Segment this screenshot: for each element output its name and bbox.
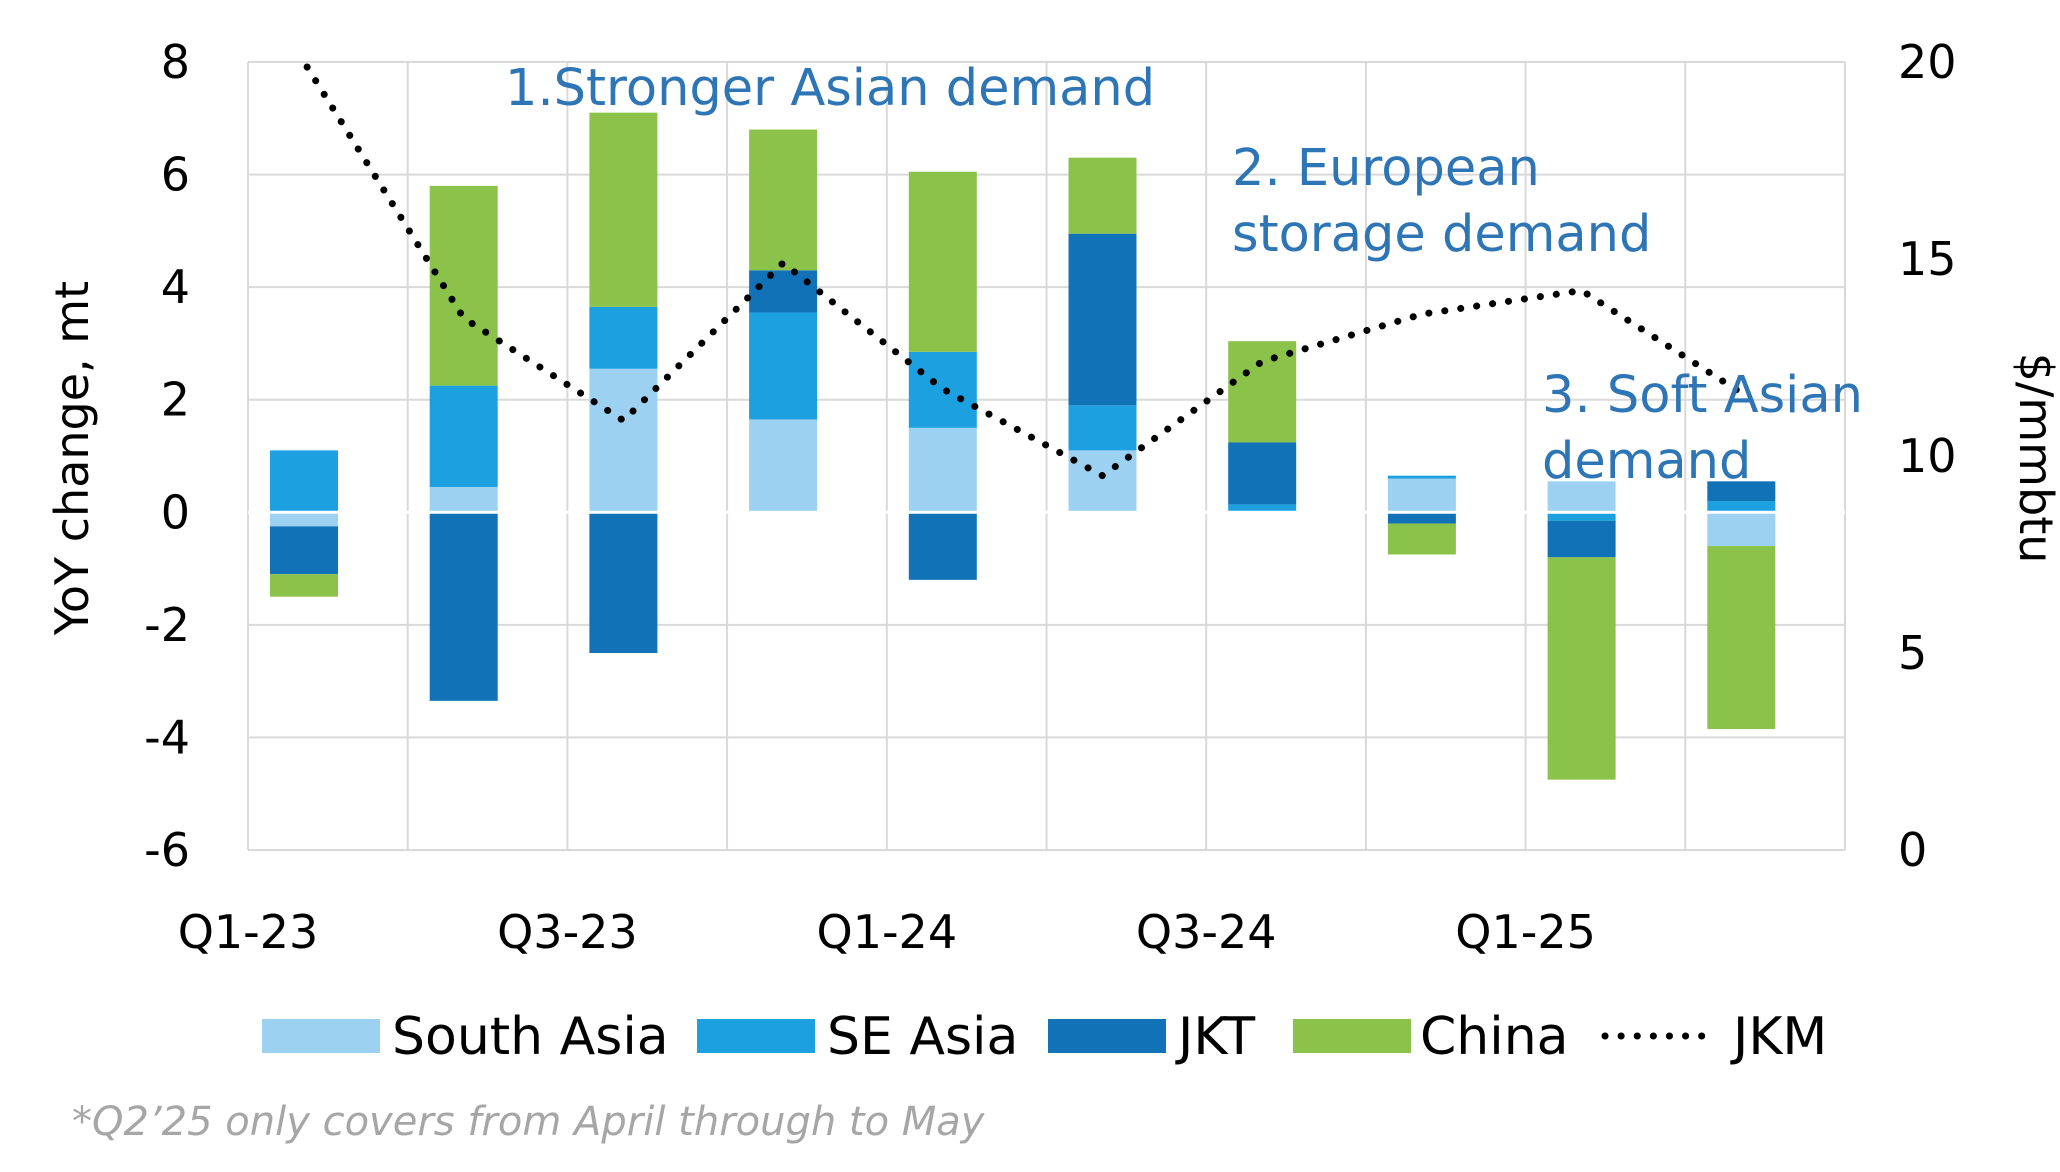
annotation-3-line-1: 3. Soft Asian — [1542, 366, 1863, 425]
bar-south-asia-5 — [1068, 450, 1137, 513]
bar-jkt-4 — [908, 512, 977, 580]
y-tick-label: 6 — [161, 148, 190, 202]
bar-se-asia-1 — [429, 385, 498, 487]
bar-jkt-9 — [1707, 481, 1776, 502]
bar-south-asia-3 — [749, 419, 818, 513]
y2-tick-label: 5 — [1898, 626, 1927, 680]
bar-china-7 — [1387, 523, 1456, 555]
bar-china-0 — [270, 574, 338, 597]
legend-label-se-asia: SE Asia — [827, 1007, 1018, 1067]
y2-tick-label: 15 — [1898, 232, 1957, 286]
bar-south-asia-1 — [429, 486, 498, 513]
bar-se-asia-0 — [270, 450, 338, 513]
y-tick-label: -2 — [144, 598, 190, 652]
bar-south-asia-2 — [589, 368, 658, 513]
legend-swatch-jkt — [1048, 1019, 1166, 1053]
bar-jkt-3 — [749, 270, 818, 313]
annotation-3-line-2: demand — [1542, 432, 1751, 491]
bar-se-asia-5 — [1068, 405, 1137, 451]
legend-label-jkt: JKT — [1175, 1007, 1255, 1067]
bar-china-8 — [1547, 557, 1616, 780]
legend: South Asia SE Asia JKT China JKM — [262, 1007, 1827, 1067]
x-tick-label: Q1-23 — [178, 905, 319, 959]
bar-jkt-0 — [270, 526, 338, 575]
bar-south-asia-4 — [908, 427, 977, 513]
legend-swatch-south-asia — [262, 1019, 380, 1053]
bar-se-asia-4 — [908, 351, 977, 428]
bar-se-asia-9 — [1707, 501, 1776, 513]
bar-se-asia-8 — [1547, 512, 1616, 521]
y-tick-label: 0 — [161, 485, 190, 539]
bar-china-9 — [1707, 546, 1776, 729]
bar-jkt-5 — [1068, 233, 1137, 406]
bar-china-4 — [908, 171, 977, 352]
y-axis-title: YoY change, mt — [45, 281, 99, 636]
bar-china-2 — [589, 112, 658, 307]
tick-labels: -6 -4 -2 0 2 4 6 8 0 5 10 15 20 Q1-23 Q3-23 Q1-24 Q3-24 Q… — [144, 35, 1956, 959]
bar-china-3 — [749, 129, 818, 271]
bar-south-asia-8 — [1547, 481, 1616, 513]
x-tick-label: Q3-23 — [497, 905, 638, 959]
y2-axis-title: $/mmbtu — [2009, 353, 2060, 564]
bar-jkt-7 — [1387, 512, 1456, 524]
legend-label-jkm: JKM — [1730, 1007, 1827, 1067]
bar-south-asia-9 — [1707, 512, 1776, 547]
bar-jkt-1 — [429, 512, 498, 701]
x-tick-label: Q1-24 — [816, 905, 957, 959]
annotation-2-line-1: 2. European — [1232, 139, 1540, 198]
legend-swatch-china — [1293, 1019, 1411, 1053]
bar-jkt-6 — [1228, 442, 1297, 505]
y-tick-label: -6 — [144, 823, 190, 877]
y-tick-label: -4 — [144, 710, 190, 764]
x-tick-label: Q1-25 — [1455, 905, 1596, 959]
bar-china-5 — [1068, 157, 1137, 234]
bar-china-1 — [429, 185, 498, 386]
bar-se-asia-3 — [749, 312, 818, 420]
annotation-1-line-1: 1.Stronger Asian demand — [505, 59, 1155, 118]
y-tick-label: 2 — [161, 373, 190, 427]
bar-south-asia-0 — [270, 512, 338, 527]
bar-se-asia-6 — [1228, 504, 1297, 512]
x-tick-label: Q3-24 — [1136, 905, 1277, 959]
gridlines — [247, 61, 1846, 851]
annotation-2-line-2: storage demand — [1232, 205, 1651, 264]
y-tick-label: 4 — [161, 260, 190, 314]
legend-label-china: China — [1420, 1007, 1569, 1067]
y2-tick-label: 20 — [1898, 35, 1957, 89]
y2-tick-label: 10 — [1898, 429, 1957, 483]
bar-jkt-2 — [589, 512, 658, 653]
legend-swatch-se-asia — [697, 1019, 815, 1053]
y-tick-label: 8 — [161, 35, 190, 89]
footnote: *Q2’25 only covers from April through to… — [72, 1099, 986, 1145]
jkm-line — [298, 62, 1745, 480]
bar-south-asia-7 — [1387, 478, 1456, 513]
y2-tick-label: 0 — [1898, 823, 1927, 877]
bar-china-6 — [1228, 341, 1297, 443]
jkm-line-layer — [298, 62, 1745, 480]
annotations: 1.Stronger Asian demand 2. European storag… — [505, 59, 1863, 491]
bar-jkt-8 — [1547, 520, 1616, 558]
bar-se-asia-2 — [589, 306, 658, 369]
bar-se-asia-7 — [1387, 475, 1456, 479]
legend-label-south-asia: South Asia — [392, 1007, 669, 1067]
